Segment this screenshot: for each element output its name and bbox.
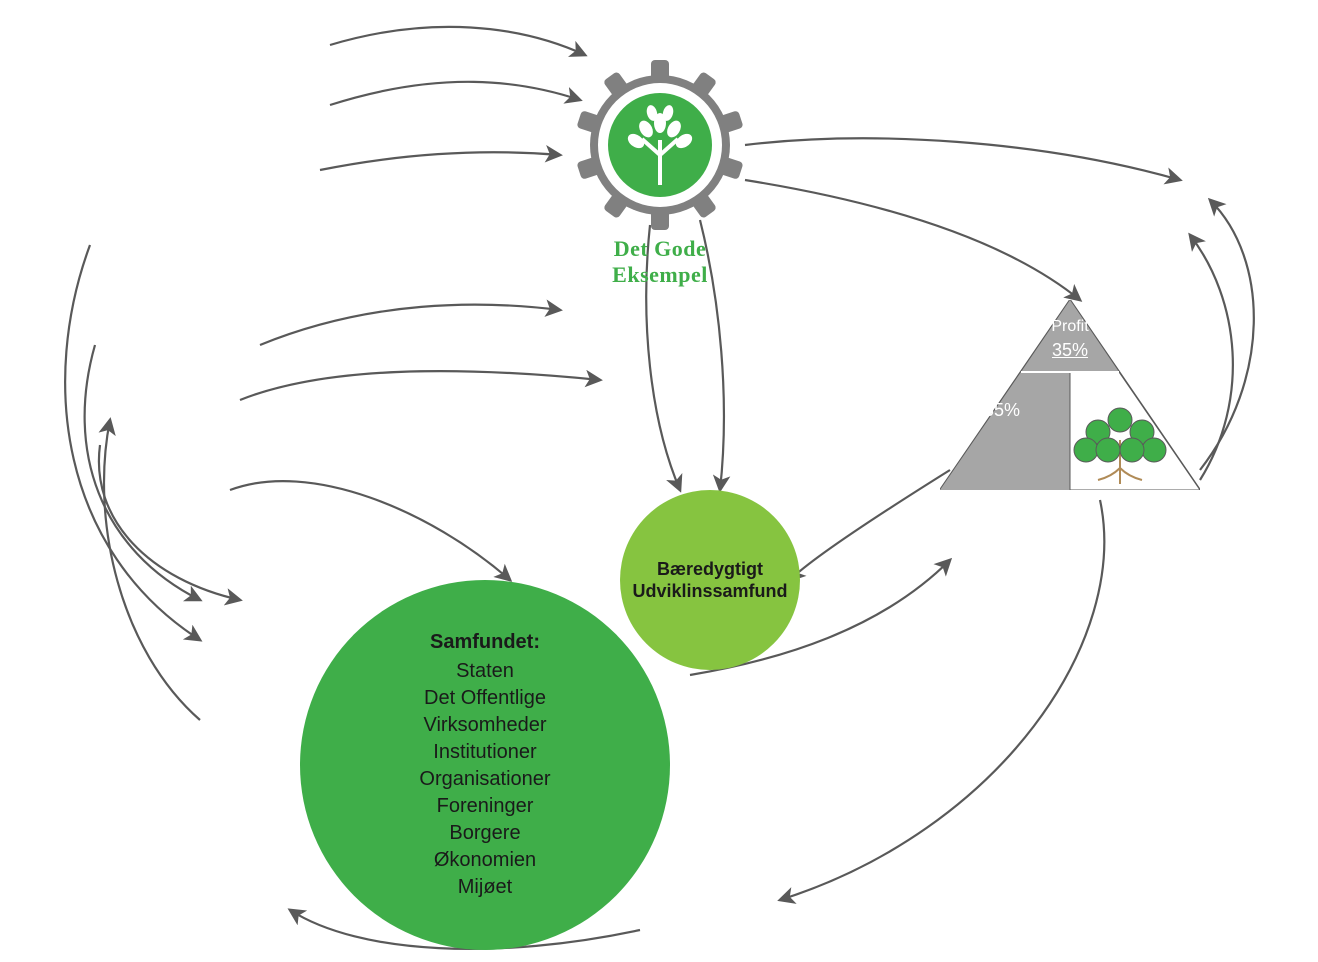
circle-sustainable-text: Bæredygtigt Udviklinssamfund xyxy=(632,558,787,603)
flow-arrow xyxy=(780,500,1104,900)
flow-arrow xyxy=(85,345,200,600)
society-item: Det Offentlige xyxy=(419,685,550,712)
flow-arrow xyxy=(320,152,560,170)
flow-arrow xyxy=(330,27,585,55)
pyramid: Profit 35% 65% xyxy=(940,300,1200,490)
flow-arrow xyxy=(745,180,1080,300)
flow-arrow xyxy=(790,470,950,580)
society-item: Organisationer xyxy=(419,766,550,793)
flow-arrow xyxy=(745,138,1180,180)
flow-arrow xyxy=(99,445,240,600)
gear-badge: Det Gode Eksempel xyxy=(565,60,755,288)
flow-arrow xyxy=(240,371,600,400)
circle-sustainable-line1: Bæredygtigt xyxy=(657,559,763,579)
flow-arrow xyxy=(330,82,580,105)
gear-badge-label: Det Gode Eksempel xyxy=(565,236,755,288)
society-item: Foreninger xyxy=(419,793,550,820)
flow-arrow xyxy=(104,420,200,720)
flow-arrow xyxy=(1200,200,1254,470)
flow-arrow xyxy=(230,481,510,580)
society-item: Borgere xyxy=(419,820,550,847)
circle-society-items: StatenDet OffentligeVirksomhederInstitut… xyxy=(419,658,550,901)
society-item: Institutioner xyxy=(419,739,550,766)
gear-icon xyxy=(575,60,745,230)
flow-arrow xyxy=(260,305,560,345)
society-item: Staten xyxy=(419,658,550,685)
society-item: Økonomien xyxy=(419,847,550,874)
circle-sustainable: Bæredygtigt Udviklinssamfund xyxy=(620,490,800,670)
pyramid-top-value: 35% xyxy=(940,340,1200,361)
circle-sustainable-line2: Udviklinssamfund xyxy=(632,581,787,601)
pyramid-bottom-value: 65% xyxy=(984,400,1020,421)
society-item: Virksomheder xyxy=(419,712,550,739)
circle-society: Samfundet: StatenDet OffentligeVirksomhe… xyxy=(300,580,670,950)
pyramid-top-label: Profit xyxy=(940,318,1200,336)
circle-society-heading: Samfundet: xyxy=(430,629,540,656)
society-item: Mijøet xyxy=(419,874,550,901)
diagram-stage: Det Gode Eksempel xyxy=(0,0,1318,962)
flow-arrow xyxy=(65,245,200,640)
